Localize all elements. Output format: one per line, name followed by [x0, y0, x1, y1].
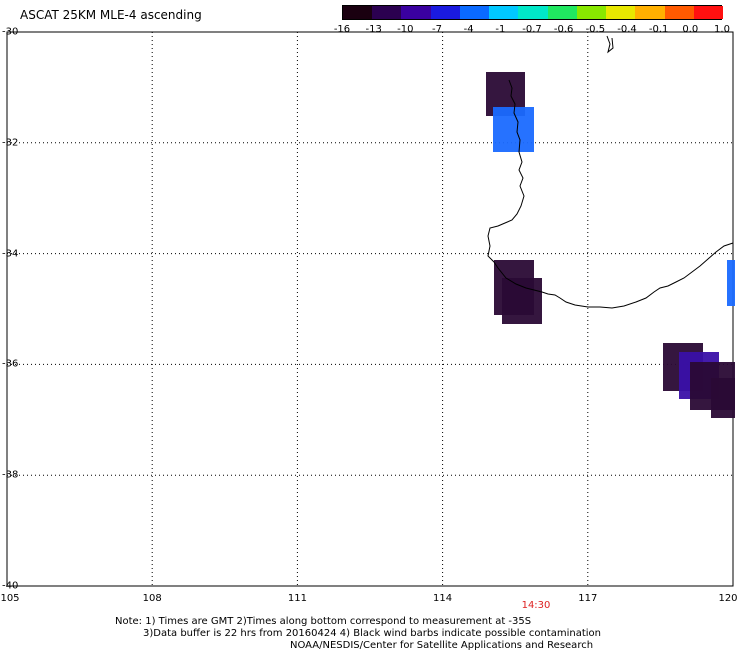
colorbar-tick-label: -10	[397, 24, 414, 35]
colorbar-segment	[489, 6, 519, 19]
colorbar	[342, 5, 724, 20]
colorbar-segment	[576, 6, 607, 19]
latitude-label: -36	[2, 358, 19, 370]
wind-swaths	[486, 72, 735, 418]
coastline-notch	[606, 35, 614, 54]
colorbar-tick-label: -0.7	[522, 24, 542, 35]
latitude-label: -38	[2, 469, 19, 481]
wind-swath-cell	[727, 260, 735, 306]
latitude-label: -32	[2, 137, 19, 149]
wind-swath-cell	[502, 278, 542, 324]
colorbar-tick-label: 0.0	[682, 24, 699, 35]
colorbar-tick-label: -1	[495, 24, 506, 35]
colorbar-tick-label: -7	[432, 24, 442, 35]
colorbar-segment	[518, 6, 549, 19]
latitude-label: -34	[2, 248, 19, 260]
longitude-label: 111	[287, 593, 307, 604]
longitude-label: 105	[0, 593, 20, 604]
colorbar-segment	[693, 6, 724, 19]
map-title: ASCAT 25KM MLE-4 ascending	[20, 8, 202, 22]
colorbar-segment	[343, 6, 373, 19]
colorbar-segment	[547, 6, 578, 19]
colorbar-segment	[664, 6, 695, 19]
longitude-label: 108	[142, 593, 162, 604]
colorbar-segment	[635, 6, 666, 19]
note-line-2: 3)Data buffer is 22 hrs from 20160424 4)…	[143, 628, 601, 639]
map-frame	[6, 31, 734, 587]
colorbar-tick-label: -0.1	[648, 24, 669, 35]
longitude-label: 120	[718, 593, 738, 604]
wind-swath-cell	[711, 378, 735, 418]
colorbar-tick-label: -13	[365, 24, 382, 35]
coastline-west-australia	[487, 79, 734, 309]
latitude-label: -40	[2, 580, 19, 592]
colorbar-tick-label: -0.4	[617, 24, 637, 35]
colorbar-segment	[430, 6, 461, 19]
note-line-3: NOAA/NESDIS/Center for Satellite Applica…	[290, 640, 594, 650]
wind-swath-cell	[493, 107, 534, 152]
colorbar-tick-label: -0.6	[553, 24, 574, 35]
colorbar-segment	[401, 6, 432, 19]
colorbar-tick-label: -16	[333, 24, 351, 35]
note-line-1: Note: 1) Times are GMT 2)Times along bot…	[115, 616, 532, 627]
latitude-label: -30	[2, 26, 19, 38]
colorbar-tick-label: -0.5	[585, 24, 606, 35]
colorbar-segment	[459, 6, 490, 19]
colorbar-tick-label: 1.0	[714, 24, 730, 35]
longitude-label: 117	[578, 593, 598, 604]
colorbar-segment	[372, 6, 402, 19]
grid-lines	[7, 32, 733, 586]
time-label: 14:30	[521, 600, 551, 611]
colorbar-tick-label: -4	[463, 24, 474, 35]
colorbar-segment	[606, 6, 636, 19]
longitude-label: 114	[433, 593, 453, 604]
